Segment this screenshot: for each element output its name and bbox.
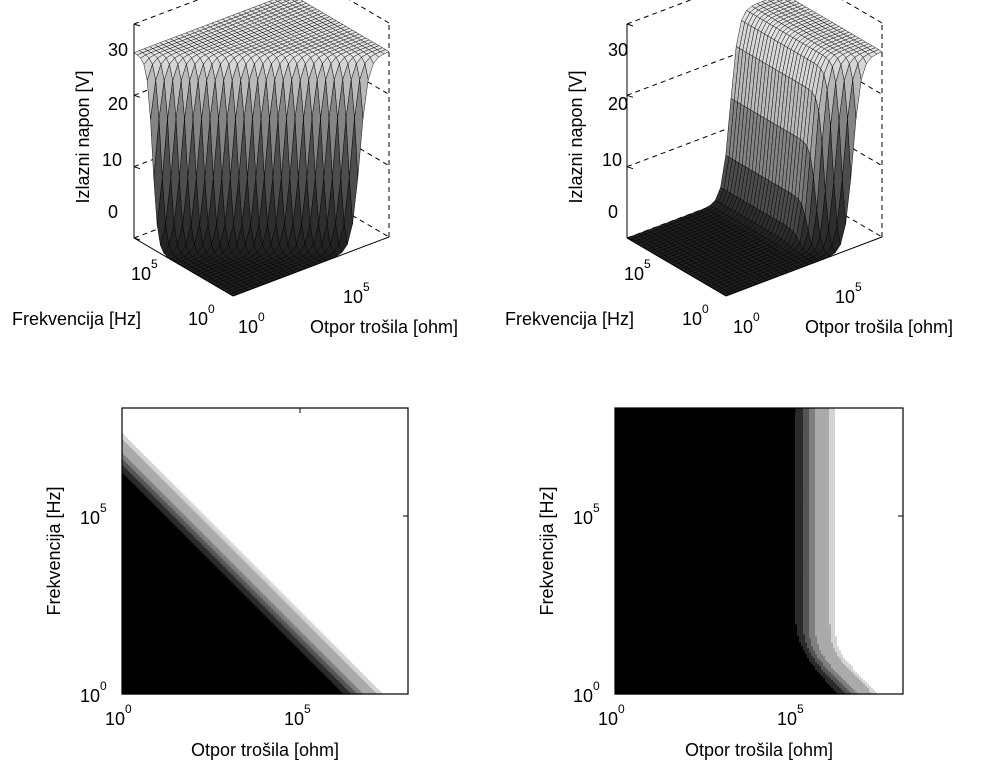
x-tick-base: 10 <box>343 287 363 307</box>
surface-z-ticks: 0 10 20 30 <box>102 40 128 222</box>
z-axis-label: Izlazni napon [V] <box>566 70 586 203</box>
y-axis-label: Frekvencija [Hz] <box>505 309 634 329</box>
z-tick <box>133 166 141 170</box>
x-tick-base: 10 <box>835 287 855 307</box>
y-tick-base: 10 <box>624 264 644 284</box>
z-axis-label: Izlazni napon [V] <box>73 70 93 203</box>
surface-plot-right: 0 10 20 30 10 5 10 0 10 0 10 5 Izlazni n… <box>505 0 953 337</box>
y-tick-exp: 5 <box>644 257 651 271</box>
box-edge <box>348 0 390 24</box>
z-tick-label: 20 <box>608 94 628 114</box>
x-axis-label: Otpor trošila [ohm] <box>310 317 458 337</box>
y-axis-label: Frekvencija [Hz] <box>12 309 141 329</box>
x-tick-exp: 5 <box>855 280 862 294</box>
z-tick-label: 30 <box>108 40 128 60</box>
z-tick-label: 10 <box>102 150 122 170</box>
z-tick-label: 10 <box>602 150 622 170</box>
z-tick-label: 20 <box>108 94 128 114</box>
y-tick-exp: 0 <box>702 302 709 316</box>
surface-plot-left: 0 10 20 30 10 5 10 0 10 0 10 5 Izlazni n… <box>12 0 458 337</box>
box-edge <box>133 0 199 25</box>
x-axis-label: Otpor trošila [ohm] <box>805 317 953 337</box>
contour-plot-left: 10 5 10 0 10 0 10 5 Frekvencija [Hz] Otp… <box>44 407 409 760</box>
z-tick-label: 0 <box>608 202 618 222</box>
z-tick <box>133 23 141 27</box>
x-tick-base: 10 <box>238 317 258 337</box>
z-tick-label: 0 <box>108 202 118 222</box>
y-tick-base: 10 <box>188 309 208 329</box>
z-tick-label: 30 <box>608 40 628 60</box>
y-tick-base: 10 <box>131 264 151 284</box>
surface-mesh <box>133 0 390 297</box>
z-tick <box>626 23 634 27</box>
contour-fill <box>122 408 409 695</box>
surface-z-ticks: 0 10 20 30 <box>602 40 628 222</box>
z-tick <box>626 166 634 170</box>
y-tick-base: 10 <box>682 309 702 329</box>
x-tick-exp: 0 <box>258 310 265 324</box>
x-tick-exp: 0 <box>753 310 760 324</box>
x-tick-exp: 5 <box>363 280 370 294</box>
z-tick <box>133 94 141 98</box>
y-tick-exp: 5 <box>151 257 158 271</box>
y-tick-exp: 0 <box>208 302 215 316</box>
x-tick-base: 10 <box>733 317 753 337</box>
